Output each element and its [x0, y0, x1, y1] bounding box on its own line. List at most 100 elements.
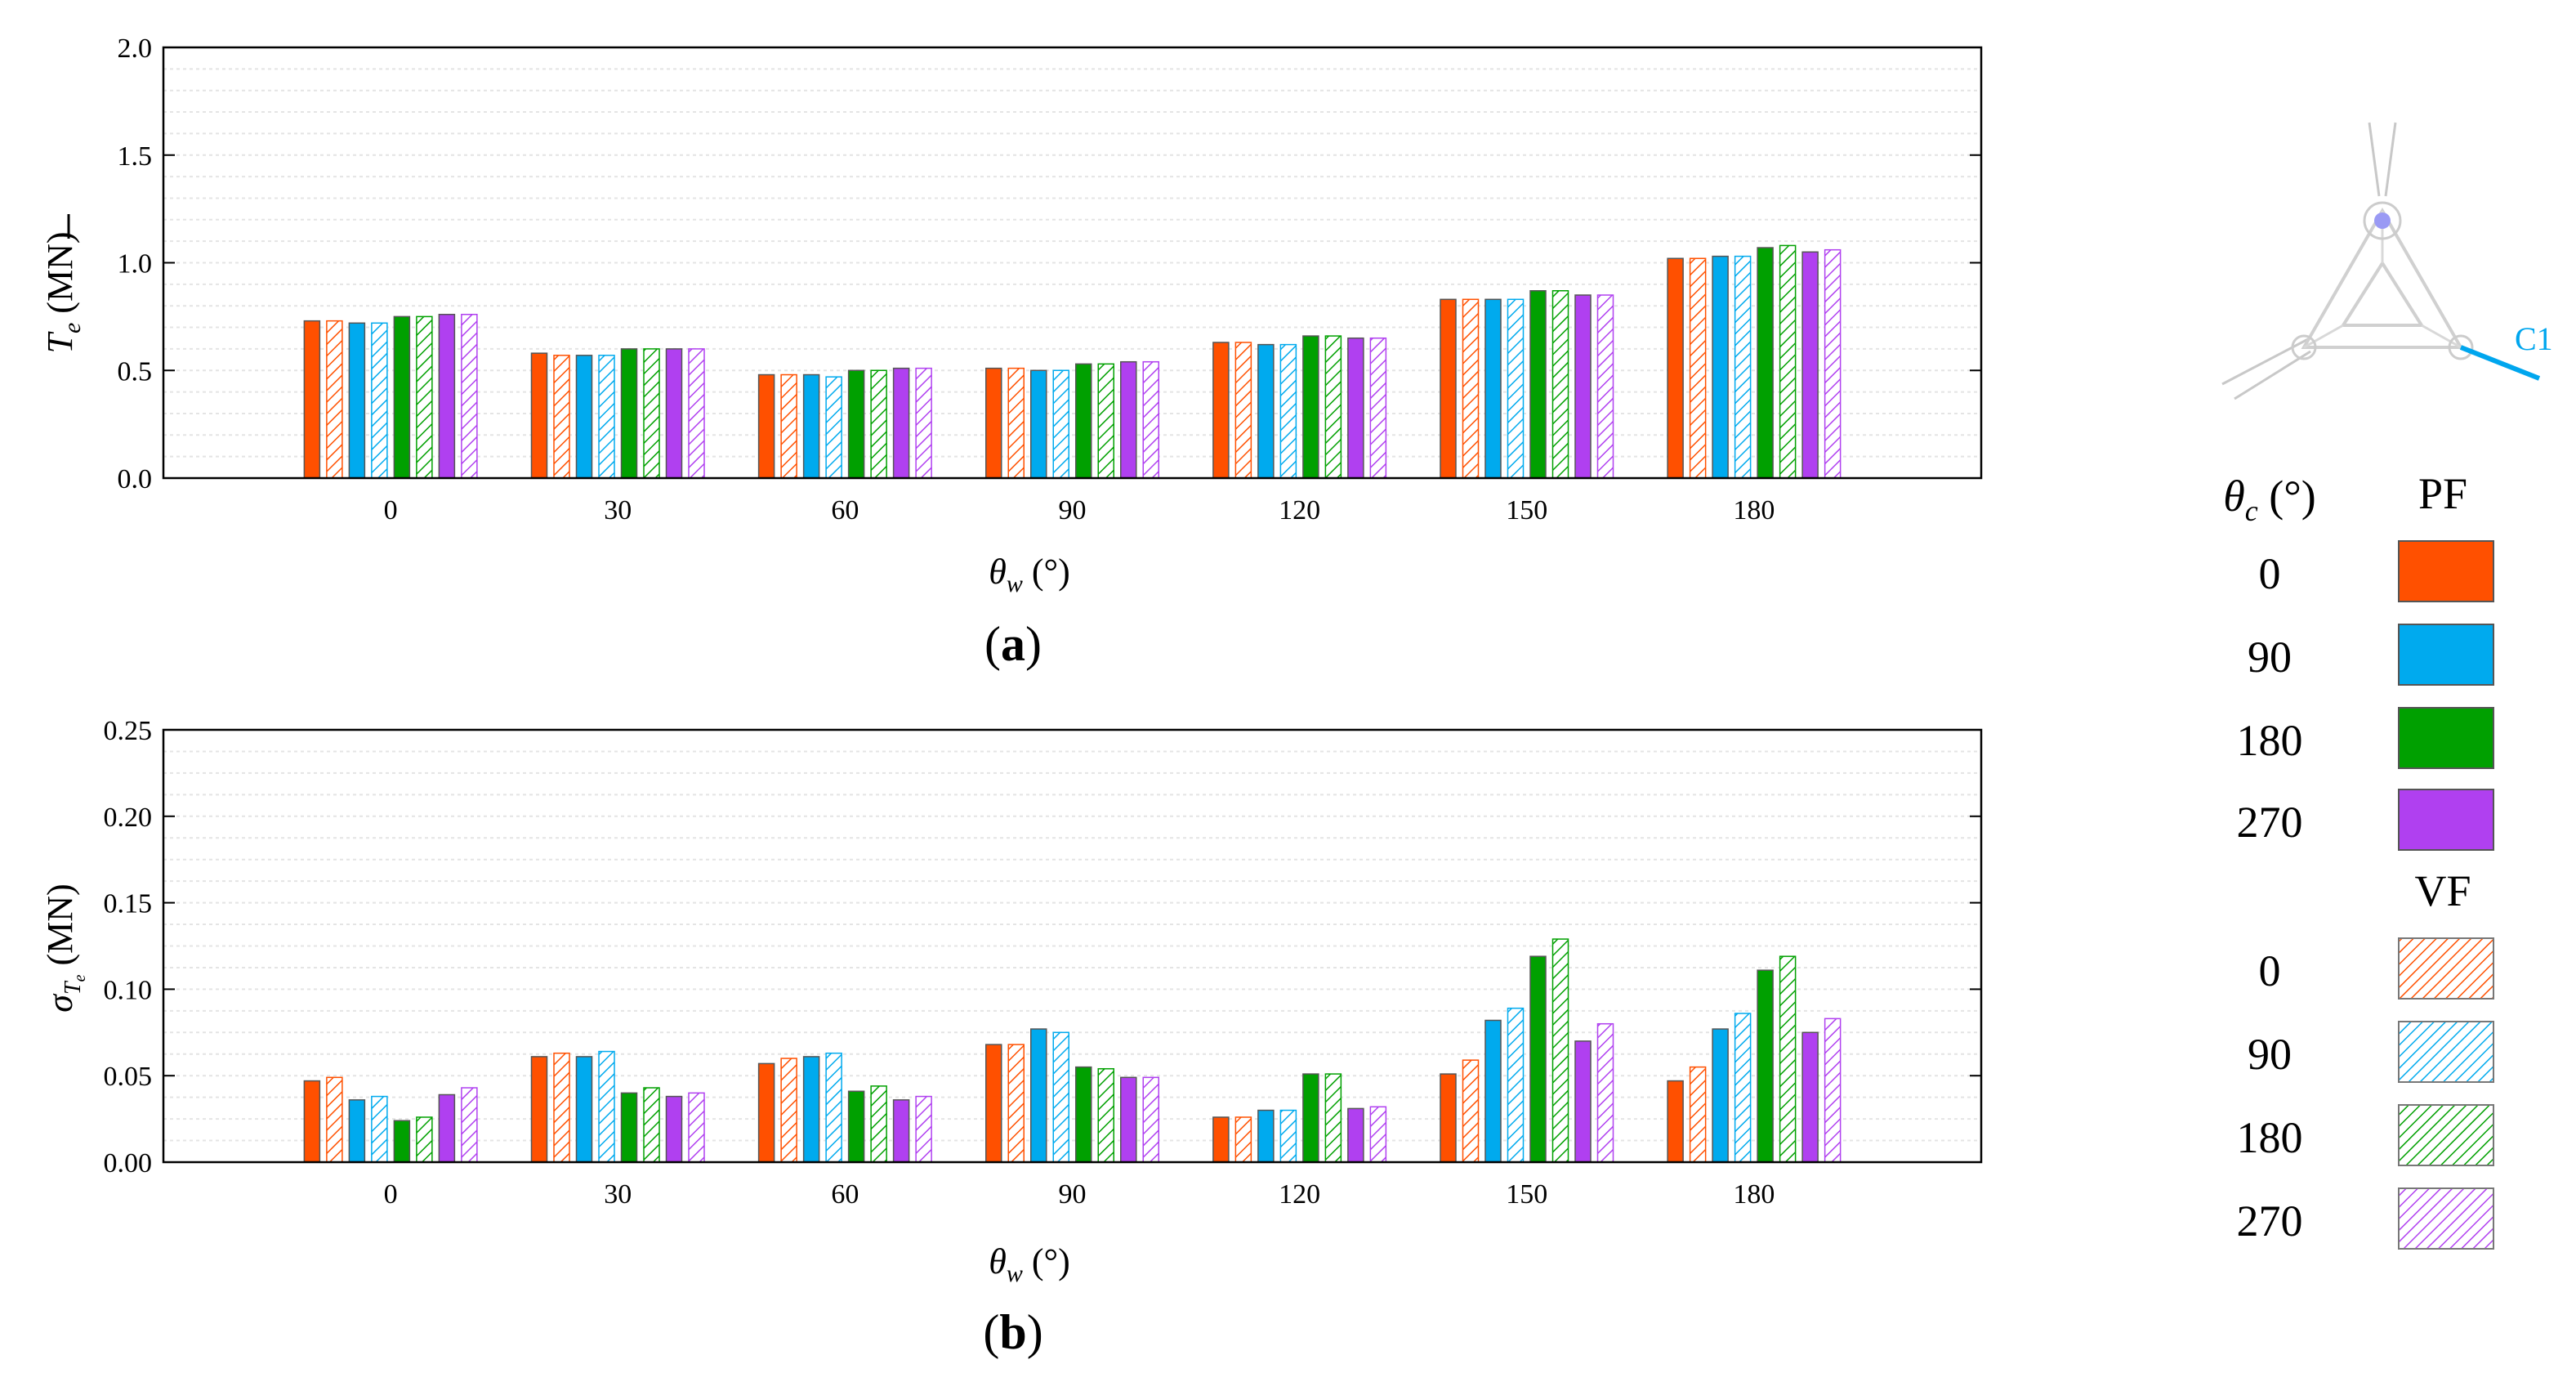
legend-pf-swatch-270 — [2398, 789, 2494, 851]
legend-vf-label-270: 270 — [2237, 1196, 2303, 1246]
bar-a-pf-90-60 — [802, 373, 820, 479]
panel-label-a: (a) — [984, 617, 1042, 671]
panel-label-b: (b) — [983, 1305, 1042, 1359]
bar-a-pf-0-120 — [1212, 342, 1230, 479]
bar-b-vf-0-150 — [1462, 1059, 1480, 1163]
bar-a-pf-0-30 — [530, 352, 548, 479]
y-tick-label-b: 0.25 — [104, 716, 153, 746]
bar-a-pf-0-180 — [1667, 257, 1684, 479]
x-tick-label-a: 0 — [384, 495, 398, 526]
legend-vf-swatch-270 — [2398, 1187, 2494, 1250]
chart-b: (b) θw (°) σTe (MN) 0.00 0.05 0.10 0.15 0.20… — [40, 716, 1983, 1359]
bar-b-pf-0-90 — [985, 1044, 1002, 1163]
bar-a-pf-270-0 — [438, 313, 456, 479]
bar-a-pf-270-150 — [1574, 294, 1592, 479]
bar-a-vf-180-60 — [870, 369, 887, 479]
bar-b-pf-180-150 — [1529, 955, 1547, 1163]
bar-a-pf-270-120 — [1347, 337, 1364, 479]
bar-a-pf-90-120 — [1257, 343, 1275, 479]
bar-a-vf-0-30 — [553, 355, 570, 479]
bar-a-vf-180-90 — [1097, 363, 1114, 479]
bar-a-pf-270-90 — [1120, 360, 1137, 479]
bar-b-pf-180-90 — [1075, 1066, 1092, 1163]
bar-a-pf-270-30 — [665, 348, 683, 479]
bar-a-pf-0-60 — [757, 373, 775, 479]
bar-a-pf-180-120 — [1302, 335, 1319, 479]
x-tick-label-a: 60 — [831, 495, 859, 526]
bar-b-vf-180-60 — [870, 1085, 887, 1163]
bar-b-vf-0-180 — [1689, 1066, 1707, 1163]
bar-b-vf-270-90 — [1142, 1076, 1159, 1163]
y-tick-label-b: 0.10 — [104, 975, 153, 1005]
legend-pf-swatch-90 — [2398, 624, 2494, 686]
bar-b-vf-90-0 — [371, 1095, 388, 1163]
y-tick-label-a: 0.0 — [118, 464, 153, 494]
x-tick-label-b: 180 — [1733, 1179, 1775, 1210]
bar-a-vf-0-180 — [1689, 257, 1707, 479]
bar-b-pf-90-30 — [575, 1056, 593, 1163]
legend-vf-label-0: 0 — [2259, 946, 2281, 995]
bar-a-vf-270-90 — [1142, 360, 1159, 479]
bar-b-pf-180-30 — [620, 1092, 638, 1163]
bar-a-vf-0-60 — [780, 373, 797, 479]
legend-vf-swatch-180 — [2398, 1104, 2494, 1166]
y-tick-label-b: 0.20 — [104, 803, 153, 833]
bar-a-vf-180-180 — [1779, 244, 1797, 479]
x-tick-label-b: 0 — [384, 1179, 398, 1210]
bar-a-vf-0-150 — [1462, 298, 1480, 479]
bar-b-vf-180-0 — [416, 1116, 433, 1163]
bar-b-pf-90-90 — [1030, 1028, 1047, 1163]
legend-pf-label-0: 0 — [2259, 549, 2281, 598]
plot-frame-b — [162, 728, 1983, 1164]
x-tick-label-b: 150 — [1506, 1179, 1547, 1210]
bar-a-vf-90-30 — [598, 355, 615, 479]
bar-a-pf-180-0 — [393, 315, 411, 479]
bar-b-vf-90-150 — [1507, 1007, 1525, 1163]
x-tick-label-a: 120 — [1279, 495, 1320, 526]
bar-b-pf-180-180 — [1757, 969, 1774, 1163]
bar-a-pf-90-180 — [1712, 255, 1729, 479]
x-tick-label-a: 150 — [1506, 495, 1547, 526]
mooring-line-c1 — [2459, 345, 2541, 381]
triangular-platform-mooring-schematic-icon — [2221, 122, 2541, 400]
bar-b-pf-0-120 — [1212, 1116, 1230, 1163]
x-tick-label-b: 120 — [1279, 1179, 1320, 1210]
bar-a-vf-0-120 — [1234, 342, 1252, 479]
legend-vf-label: VF — [2414, 866, 2471, 915]
bar-b-pf-270-0 — [438, 1094, 456, 1163]
bar-a-pf-180-30 — [620, 348, 638, 479]
bar-b-pf-90-120 — [1257, 1109, 1275, 1163]
bar-b-pf-270-150 — [1574, 1040, 1592, 1163]
bar-a-vf-90-120 — [1279, 343, 1297, 479]
bar-b-pf-180-120 — [1302, 1073, 1319, 1163]
legend-header: θc (°) — [2223, 472, 2316, 527]
legend-pf-swatch-0 — [2398, 540, 2494, 602]
bar-a-pf-0-90 — [985, 367, 1002, 479]
bar-b-vf-90-120 — [1279, 1109, 1297, 1163]
bar-b-vf-270-0 — [461, 1087, 478, 1163]
bar-b-pf-90-150 — [1484, 1019, 1502, 1163]
bar-a-vf-180-0 — [416, 315, 433, 479]
legend-pf-label-90: 90 — [2248, 633, 2292, 682]
bar-a-vf-270-0 — [461, 313, 478, 479]
bar-b-vf-180-90 — [1097, 1067, 1114, 1163]
bar-a-vf-270-180 — [1824, 248, 1842, 479]
bar-b-pf-90-60 — [802, 1056, 820, 1163]
bar-b-pf-270-180 — [1801, 1031, 1819, 1163]
y-tick-label-a: 1.0 — [118, 249, 153, 280]
y-tick-label-a: 1.5 — [118, 141, 153, 172]
bar-a-vf-0-90 — [1007, 367, 1025, 479]
y-tick-label-b: 0.15 — [104, 889, 153, 919]
x-axis-title-b: θw (°) — [989, 1241, 1070, 1287]
bar-b-pf-180-0 — [393, 1120, 411, 1163]
x-axis-title-a: θw (°) — [989, 552, 1070, 597]
bar-b-vf-180-120 — [1324, 1073, 1342, 1163]
bar-b-vf-270-120 — [1369, 1106, 1387, 1163]
legend-pf-label-270: 270 — [2237, 798, 2303, 847]
x-tick-label-b: 90 — [1059, 1179, 1087, 1210]
legend-pf-swatch-180 — [2398, 707, 2494, 769]
bar-a-vf-90-60 — [825, 376, 842, 479]
bar-a-vf-0-0 — [326, 320, 343, 479]
bar-a-pf-90-0 — [348, 322, 366, 479]
